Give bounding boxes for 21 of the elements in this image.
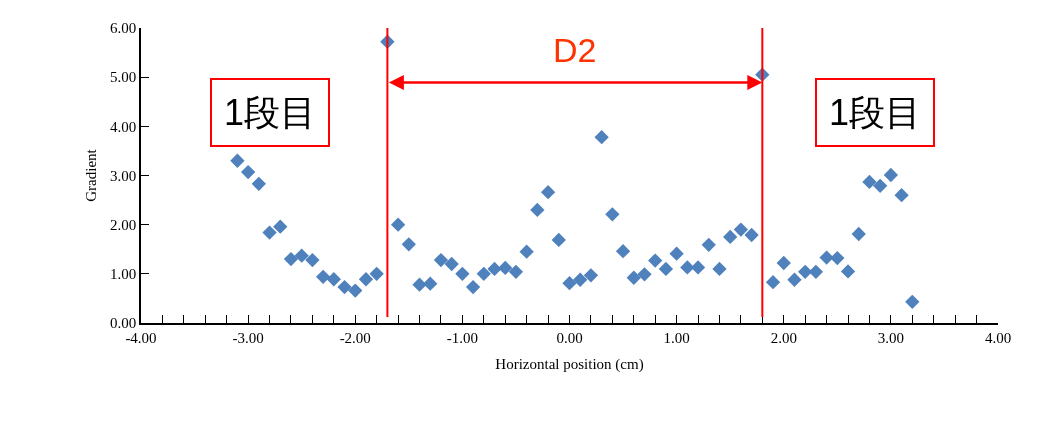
x-tick-label: -1.00 [446,329,479,346]
annotation: 1段目 [224,92,317,133]
y-tick-label: 3.00 [110,167,137,184]
y-tick-label: 1.00 [110,266,137,283]
x-tick-label: 1.00 [663,329,690,346]
annotation: D2 [553,31,597,69]
x-axis-title: Horizontal position (cm) [495,356,644,374]
y-tick-label: 6.00 [110,20,137,37]
y-tick-label: 0.00 [110,315,137,332]
x-tick-label: 2.00 [770,329,797,346]
x-tick-label: -2.00 [339,329,371,346]
x-tick-label: 4.00 [984,329,1012,346]
y-tick-label: 4.00 [110,118,137,135]
x-tick-label: 0.00 [556,329,583,346]
y-tick-label: 5.00 [110,69,137,86]
annotation: 1段目 [829,92,922,133]
x-tick-label: -4.00 [125,329,157,346]
y-axis-title: Gradient [82,148,99,202]
x-tick-label: -3.00 [232,329,264,346]
x-tick-label: 3.00 [877,329,905,346]
y-tick-label: 2.00 [110,216,137,233]
